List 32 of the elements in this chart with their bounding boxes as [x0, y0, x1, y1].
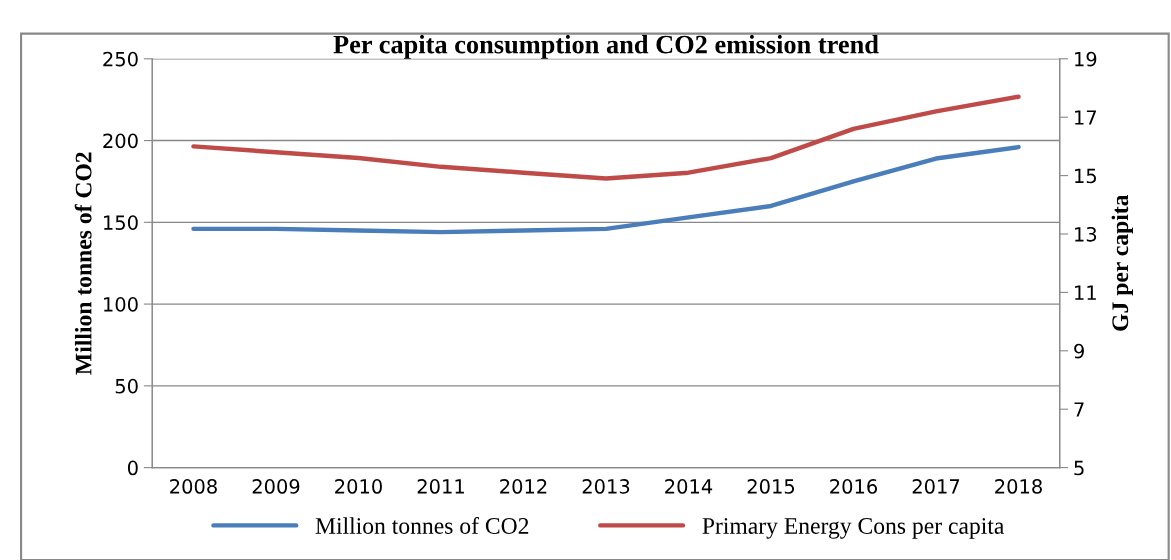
y-tick-label: 200 [103, 133, 138, 149]
x-tick-label: 2012 [500, 479, 547, 494]
y2-tick-label: 11 [1075, 285, 1096, 300]
y-tick-label: 100 [104, 297, 138, 312]
line-series [191, 144, 1021, 235]
x-tick-label: 2016 [830, 479, 878, 494]
y2-tick-label: 15 [1075, 168, 1096, 184]
x-tick-label: 2011 [417, 479, 464, 494]
y2-tick-label: 19 [1075, 51, 1097, 67]
legend-label: Million tonnes of CO2 [315, 517, 529, 534]
y-tick-label: 0 [127, 460, 138, 476]
y-tick-label: 50 [115, 378, 138, 394]
x-tick-label: 2013 [582, 479, 630, 494]
x-tick-label: 2015 [747, 479, 795, 494]
chart-title: Per capita consumption and CO2 emission trend [333, 34, 879, 59]
x-tick-label: 2017 [912, 479, 960, 494]
y2-tick-label: 13 [1075, 226, 1097, 242]
x-tick-label: 2014 [665, 479, 713, 494]
x-tick-label: 2010 [335, 479, 382, 494]
x-tick-label: 2009 [252, 479, 300, 494]
y-tick-label: 250 [103, 51, 138, 67]
x-tick-label: 2018 [995, 479, 1042, 494]
y-axis-title: Million tonnes of CO2 [74, 152, 92, 375]
y2-tick-label: 7 [1074, 402, 1084, 417]
legend-label: Primary Energy Cons per capita [702, 518, 1005, 539]
y2-tick-label: 17 [1075, 110, 1097, 125]
y2-tick-label: 5 [1074, 460, 1084, 476]
y2-tick-label: 9 [1074, 343, 1084, 359]
line-series [191, 94, 1021, 181]
y-tick-label: 150 [104, 215, 138, 230]
x-tick-label: 2008 [170, 479, 217, 494]
y2-axis-title: GJ per capita [1111, 194, 1133, 331]
